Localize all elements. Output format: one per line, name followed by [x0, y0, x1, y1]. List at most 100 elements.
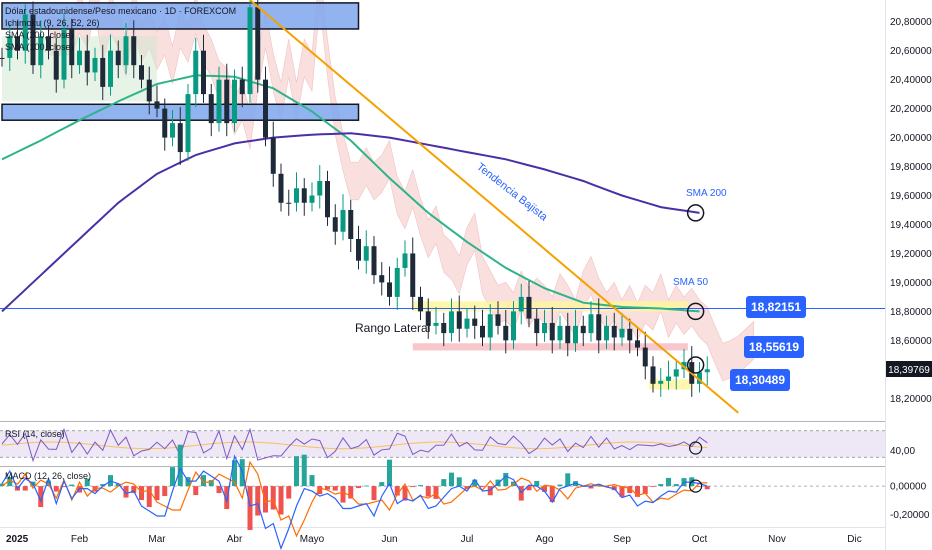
candle: [611, 312, 617, 351]
candle: [154, 85, 160, 118]
candle: [61, 13, 67, 89]
macd-histogram-bar: [596, 484, 602, 487]
candle: [534, 308, 540, 347]
candle: [7, 23, 13, 71]
rsi-ma-line: [1, 441, 708, 450]
macd-histogram-bar: [418, 485, 423, 487]
macd-histogram-bar: [193, 486, 199, 496]
macd-histogram-bar: [139, 486, 144, 501]
candle: [270, 121, 276, 187]
candle: [480, 309, 485, 347]
x-tick-label: Feb: [71, 534, 89, 545]
macd-histogram-bar: [588, 486, 594, 489]
candle: [22, 4, 28, 64]
y-tick-label: 18,60000: [890, 336, 932, 347]
sma200-circle: [686, 204, 705, 222]
candle: [449, 298, 454, 342]
macd-histogram-bar: [38, 486, 44, 508]
x-tick-label: Sep: [613, 534, 631, 545]
macd-histogram-bar: [201, 475, 206, 487]
macd-histogram-bar: [472, 479, 478, 487]
candle: [239, 66, 245, 108]
candle: [588, 301, 594, 342]
sma100-legend: SMA (100, close): [5, 42, 74, 52]
candle: [596, 298, 602, 354]
macd-histogram-bar: [100, 484, 106, 487]
candle: [325, 170, 330, 226]
macd-histogram-bar: [619, 486, 625, 497]
macd-histogram-bar: [348, 486, 354, 499]
candle: [379, 262, 385, 296]
x-tick-label: Jul: [461, 534, 474, 545]
macd-tick-label: -0,20000: [890, 510, 930, 521]
macd-histogram-bar: [542, 486, 547, 492]
level-label-2: 18,55619: [744, 336, 804, 358]
x-tick-label: Oct: [692, 534, 708, 545]
macd-histogram-bar: [115, 483, 121, 487]
rsi-legend: RSI (14, close): [5, 429, 65, 439]
candle: [697, 362, 702, 393]
candle: [177, 107, 183, 166]
macd-histogram-bar: [666, 477, 671, 487]
candle: [84, 34, 90, 86]
macd-histogram-bar: [7, 477, 13, 487]
macd-histogram-bar: [635, 486, 640, 497]
sma50-circle: [686, 302, 705, 321]
candle: [294, 172, 299, 212]
macd-circle: [689, 479, 703, 493]
range-annotation: Rango Lateral: [355, 321, 430, 335]
candle: [441, 312, 447, 347]
macd-histogram-bar: [673, 484, 679, 487]
candle: [542, 309, 547, 342]
macd-histogram-bar: [456, 477, 462, 487]
candle: [301, 178, 307, 216]
macd-histogram-bar: [325, 486, 330, 490]
candle: [162, 98, 168, 151]
macd-histogram-bar: [69, 484, 75, 487]
rsi-tick-label: 40,00: [890, 446, 915, 457]
candle: [139, 55, 144, 89]
macd-histogram-bar: [232, 460, 237, 487]
candle: [394, 257, 400, 310]
macd-histogram-bar: [317, 486, 323, 495]
macd-histogram-bar: [224, 486, 230, 510]
macd-histogram-bar: [658, 484, 664, 487]
candle: [402, 240, 408, 277]
candle: [619, 312, 625, 347]
macd-histogram-bar: [309, 475, 315, 487]
candle: [216, 66, 222, 132]
macd-histogram-bar: [356, 486, 361, 489]
candle: [666, 360, 671, 390]
last-price-text: 18,39769: [888, 365, 930, 376]
macd-histogram-bar: [177, 444, 183, 487]
candle: [309, 182, 315, 212]
candle: [77, 37, 82, 74]
macd-histogram-bar: [263, 486, 268, 513]
trendline: [249, 0, 739, 414]
y-tick-label: 19,20000: [890, 249, 932, 260]
candle: [642, 331, 648, 380]
macd-histogram-bar: [526, 486, 532, 491]
sma200-legend: SMA (200, close): [5, 30, 74, 40]
macd-histogram-bar: [286, 486, 292, 499]
candle: [573, 309, 578, 352]
candle: [511, 301, 516, 350]
macd-histogram-bar: [425, 486, 431, 497]
candle: [255, 0, 261, 93]
macd-histogram-bar: [449, 472, 454, 487]
candle: [464, 308, 470, 338]
candle: [185, 84, 191, 161]
macd-histogram-bar: [441, 479, 447, 487]
macd-histogram-bar: [557, 484, 563, 487]
candle: [170, 110, 175, 147]
y-tick-label: 19,40000: [890, 220, 932, 231]
macd-histogram-bar: [410, 486, 416, 488]
macd-histogram-bar: [131, 486, 137, 494]
sma50-line: [1, 74, 700, 313]
macd-histogram-bar: [402, 486, 408, 501]
candle: [356, 225, 361, 270]
level-label-1: 18,82151: [746, 296, 806, 318]
candle: [123, 23, 129, 74]
x-tick-label: Mayo: [300, 534, 325, 545]
macd-histogram-bar: [534, 480, 540, 487]
